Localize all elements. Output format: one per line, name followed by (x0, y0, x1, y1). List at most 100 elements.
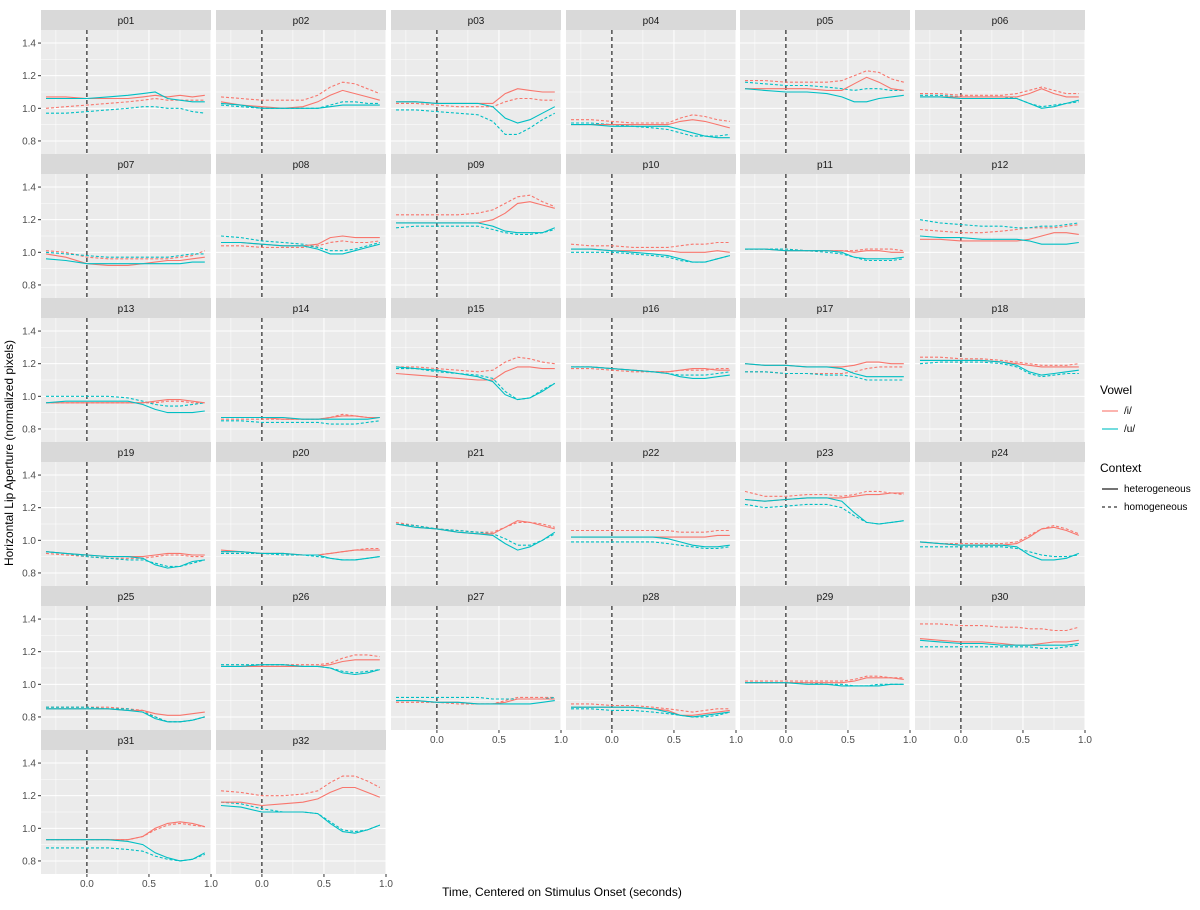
facet-strip (566, 154, 736, 174)
facet-panel-p17: p17 (740, 298, 911, 442)
facet-strip (915, 586, 1085, 606)
facet-strip (391, 298, 561, 318)
series-u-homogeneous (744, 81, 904, 91)
y-tick-label: 0.8 (22, 712, 36, 723)
series-i-homogeneous (745, 366, 904, 375)
facet-panel-p16: p16 (566, 298, 737, 442)
series-u-heterogeneous (745, 682, 904, 687)
x-tick-label: 0.0 (255, 879, 269, 890)
facet-strip (566, 298, 736, 318)
series-u-heterogeneous (744, 88, 904, 103)
x-tick-label: 0.5 (142, 879, 156, 890)
series-u-heterogeneous (45, 551, 205, 569)
series-i-heterogeneous (920, 88, 1079, 98)
facet-panel-p21: p21 (391, 442, 562, 586)
x-tick-label: 0.0 (779, 735, 793, 746)
facet-strip-label: p32 (293, 736, 310, 747)
series-u-heterogeneous (920, 359, 1079, 376)
facet-strip (216, 730, 386, 750)
series-u-homogeneous (744, 503, 904, 525)
facet-panel-p23: p23 (740, 442, 911, 586)
facet-strip-label: p06 (992, 16, 1009, 27)
facet-strip-label: p22 (643, 448, 660, 459)
facet-strip-label: p31 (118, 736, 135, 747)
y-tick-label: 0.8 (22, 568, 36, 579)
facet-strip-label: p19 (118, 448, 135, 459)
series-u-homogeneous (221, 552, 380, 561)
series-u-homogeneous (571, 541, 730, 550)
series-u-homogeneous (745, 682, 904, 687)
series-u-heterogeneous (46, 708, 205, 723)
x-tick-label: 1.0 (554, 735, 568, 746)
facet-strip (41, 154, 211, 174)
facet-strip (41, 586, 211, 606)
axis-layer: 0.8 1.0 1.2 1.4 0.8 1.0 1.2 1.4 0.8 1.0 1.2 1.4 0.8 1… (22, 39, 1092, 890)
facet-strip (566, 442, 736, 462)
x-tick-label: 0.0 (430, 735, 444, 746)
series-u-heterogeneous (395, 366, 556, 401)
series-u-heterogeneous (396, 222, 556, 234)
series-u-heterogeneous (221, 241, 380, 255)
facet-strip-label: p02 (293, 16, 310, 27)
legend-label-heterogeneous: heterogeneous (1124, 484, 1191, 495)
x-tick-label: 0.5 (1016, 735, 1030, 746)
y-tick-label: 1.0 (22, 680, 36, 691)
series-u-homogeneous (571, 708, 730, 718)
y-tick-label: 1.0 (22, 392, 36, 403)
series-u-homogeneous (395, 225, 555, 235)
x-tick-label: 1.0 (204, 879, 218, 890)
facet-strip-label: p28 (643, 592, 660, 603)
series-i-homogeneous (396, 356, 555, 373)
series-i-heterogeneous (221, 786, 381, 807)
y-tick-label: 1.2 (22, 215, 36, 226)
facet-panel-p15: p15 (391, 298, 562, 442)
y-tick-label: 1.2 (22, 647, 36, 658)
x-tick-label: 1.0 (729, 735, 743, 746)
facet-strip-label: p24 (992, 448, 1009, 459)
facet-strip-label: p16 (643, 304, 660, 315)
facet-panel-p14: p14 (216, 298, 387, 442)
facet-panel-p03: p03 (391, 10, 562, 154)
series-u-heterogeneous (45, 400, 205, 414)
series-i-homogeneous (920, 86, 1079, 96)
series-u-heterogeneous (919, 639, 1079, 646)
series-u-heterogeneous (571, 248, 730, 263)
y-tick-label: 1.2 (22, 503, 36, 514)
series-u-homogeneous (920, 644, 1079, 649)
facet-strip-label: p05 (817, 16, 834, 27)
facet-strip-label: p11 (817, 160, 833, 171)
series-i-homogeneous (221, 654, 380, 667)
series-u-homogeneous (745, 248, 904, 262)
legend-label-u: /u/ (1124, 424, 1135, 435)
facet-panel-p20: p20 (216, 442, 387, 586)
facet-strip (216, 442, 386, 462)
series-u-homogeneous (571, 251, 730, 263)
legend-label-homogeneous: homogeneous (1124, 502, 1187, 513)
facet-panel-p07: p07 (41, 154, 212, 298)
facet-strip-label: p07 (118, 160, 135, 171)
series-u-homogeneous (745, 371, 904, 381)
series-u-heterogeneous (45, 258, 205, 265)
facet-strip-label: p18 (992, 304, 1009, 315)
x-tick-label: 0.5 (492, 735, 506, 746)
series-i-homogeneous (45, 97, 205, 109)
facet-strip-label: p04 (643, 16, 660, 27)
facet-strip-label: p26 (293, 592, 310, 603)
facet-strip (216, 586, 386, 606)
series-u-heterogeneous (46, 839, 206, 862)
series-u-heterogeneous (919, 541, 1080, 561)
facet-strip (41, 10, 211, 30)
facet-strip-label: p27 (468, 592, 485, 603)
facet-strip-label: p10 (643, 160, 660, 171)
y-tick-label: 0.8 (22, 424, 36, 435)
x-tick-label: 0.5 (317, 879, 331, 890)
facet-strip-label: p20 (293, 448, 310, 459)
facet-strip-label: p03 (468, 16, 485, 27)
series-u-heterogeneous (571, 366, 730, 379)
series-u-heterogeneous (744, 497, 904, 525)
x-tick-label: 0.0 (605, 735, 619, 746)
x-tick-label: 0.0 (954, 735, 968, 746)
facet-strip (915, 10, 1085, 30)
facet-strip-label: p17 (817, 304, 834, 315)
